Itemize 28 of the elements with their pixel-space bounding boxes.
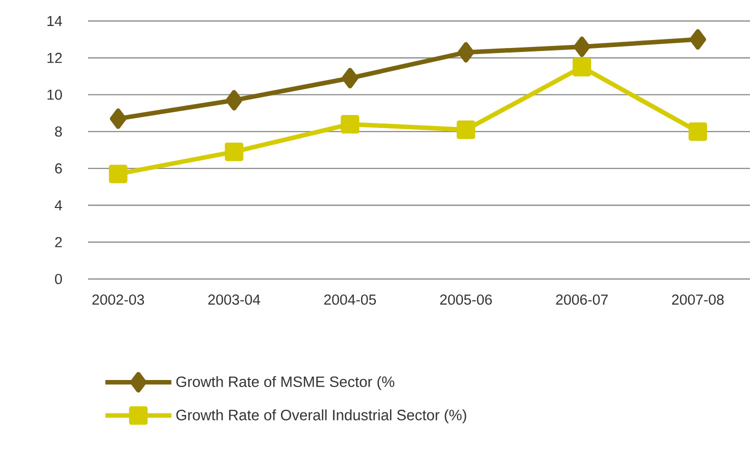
point	[456, 120, 476, 139]
point	[110, 108, 126, 129]
y-tick-label: 12	[48, 52, 62, 63]
legend-label: Growth Rate of Overall Industrial Sector (%)	[176, 409, 466, 424]
legend-label: Growth Rate of MSME Sector (%	[176, 376, 394, 390]
y-tick-label: 8	[55, 126, 62, 137]
y-tick-label: 2	[55, 237, 62, 248]
point	[226, 90, 242, 110]
point	[340, 114, 360, 134]
y-tick-label: 0	[55, 274, 62, 284]
x-tick-label: 2003-04	[208, 294, 260, 305]
point	[224, 142, 244, 162]
y-tick-label: 6	[55, 163, 62, 174]
point	[108, 164, 128, 184]
x-tick-label: 2007-08	[672, 294, 724, 305]
y-tick-label: 4	[54, 200, 62, 210]
point	[572, 58, 592, 76]
x-tick-label: 2005-06	[440, 294, 492, 305]
point	[688, 122, 708, 141]
y-tick-label: 10	[48, 90, 62, 100]
point	[574, 36, 590, 58]
point	[458, 42, 474, 63]
point	[342, 68, 358, 88]
x-tick-label: 2004-05	[324, 294, 376, 305]
y-tick-label: 14	[48, 16, 62, 26]
x-tick-label: 2002-03	[92, 294, 144, 305]
x-tick-label: 2006-07	[556, 294, 608, 305]
point	[690, 29, 706, 50]
